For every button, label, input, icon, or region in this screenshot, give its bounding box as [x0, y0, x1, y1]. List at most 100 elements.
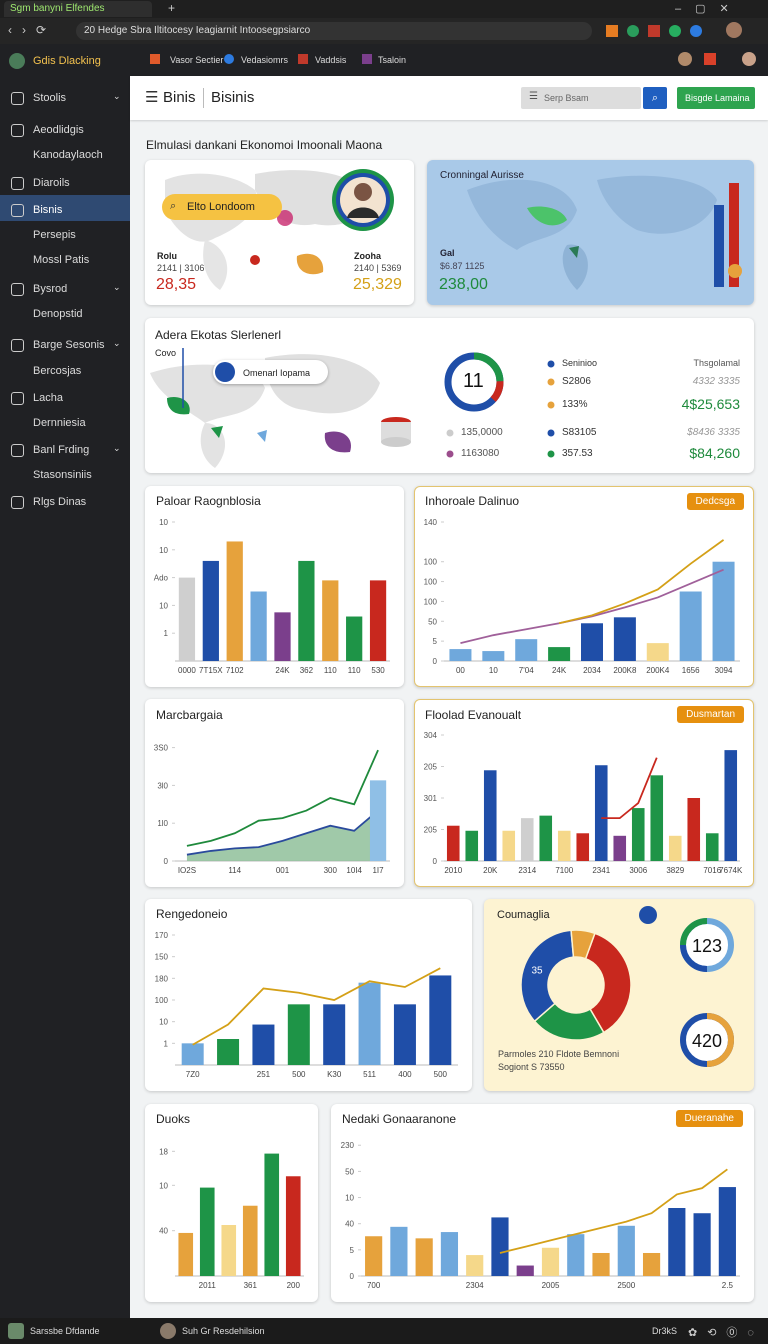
stat: 4$25,653 — [681, 396, 740, 412]
pill-text: Elto Londoom — [187, 201, 255, 213]
nav-icon — [11, 124, 24, 137]
nav-item[interactable]: Aeodlidgis — [33, 124, 84, 136]
chart-title: Duoks — [156, 1112, 191, 1126]
taskbar-item[interactable]: Sarssbe Dfdande — [30, 1326, 100, 1336]
map-label: Covo — [155, 348, 177, 358]
nav-item[interactable]: Lacha — [33, 392, 63, 404]
nav-item[interactable]: Persepis — [33, 229, 76, 241]
column-title: Thsgolamal — [693, 358, 740, 368]
header-title: Binis — [163, 89, 196, 106]
annotation: Parmoles 210 Fldote Bemnoni — [498, 1049, 620, 1059]
bookmark[interactable]: Vedasiomrs — [241, 55, 289, 65]
nav-item[interactable]: Kanodaylaoch — [33, 149, 103, 161]
map — [165, 169, 394, 290]
nav-chevron[interactable]: ⌄ — [113, 443, 121, 453]
chart-card: Floolad Evanoualt Dusmartan — [414, 699, 754, 887]
action-button-label: Bisgde Lamaina — [685, 93, 750, 103]
legend-entry: 133% — [562, 399, 588, 410]
nav-chevron[interactable]: ⌄ — [113, 91, 121, 101]
taskbar-item[interactable]: Suh Gr Resdehilsion — [182, 1326, 265, 1336]
bookmarks-bar: Gdis Dlacking Vasor Sectier Vedasiomrs V… — [0, 44, 768, 76]
bookmark[interactable]: Tsaloin — [378, 55, 407, 65]
stat: 4332 3335 — [692, 376, 740, 387]
stat-value: 28,35 — [156, 276, 197, 293]
chart-title: Rengedoneio — [156, 907, 228, 921]
search-field[interactable] — [521, 87, 641, 109]
nav-item[interactable]: Bysrod — [33, 283, 68, 295]
donut-label: 11 — [463, 370, 484, 392]
nav-icon — [11, 92, 24, 105]
chart-card: Coumaglia Parmoles 210 Fldote Bemnoni So… — [484, 899, 754, 1091]
header: ☰ Binis Bisinis ☰ Serp Bsam ⌕ Bisgde Lam… — [130, 76, 768, 120]
address-bar: ‹›⟳ 20 Hedge Sbra Iltitocesy Ieagiarnit … — [0, 18, 768, 44]
nav-item[interactable]: Denopstid — [33, 308, 83, 320]
location-pill[interactable] — [162, 194, 282, 220]
chart-title: Marcbargaia — [156, 708, 223, 722]
taskbar-item[interactable]: Dr3kS — [652, 1326, 678, 1336]
legend-entry: 1163080 — [461, 448, 500, 459]
map-card: Cronningal Aurisse Gal $6.87 1125 238,00 — [427, 160, 754, 305]
nav-item[interactable]: Dernniesia — [33, 417, 86, 429]
stat-sub: 2141 | 3106 — [157, 263, 205, 273]
legend-entry: Seninioo — [562, 358, 598, 368]
chart-card: Paloar Raognblosia — [145, 486, 404, 687]
stat-label: Gal — [440, 248, 455, 258]
nav-item[interactable]: Bercosjas — [33, 365, 82, 377]
stat-label: Zooha — [354, 251, 381, 261]
legend-entry: S83105 — [562, 427, 597, 438]
search-placeholder: Serp Bsam — [544, 93, 589, 103]
stat-sub: $6.87 1125 — [440, 261, 485, 271]
nav-icon — [11, 496, 24, 509]
profile[interactable] — [726, 22, 742, 38]
nav-chevron[interactable]: ⌄ — [113, 338, 121, 348]
nav-item[interactable]: Stoolis — [33, 92, 67, 104]
nav-item[interactable]: Barge Sesonis — [33, 339, 105, 351]
bookmark[interactable]: Vasor Sectier — [170, 55, 224, 65]
page-title: Elmulasi dankani Ekonomoi Imoonali Maona — [146, 138, 383, 152]
chart-button[interactable]: Dedcsga — [686, 493, 744, 510]
chart-card: Marcbargaia — [145, 699, 404, 887]
tooltip-text: Omenarl Iopama — [243, 368, 311, 378]
nav-item[interactable]: Stasonsiniis — [33, 469, 92, 481]
nav-item[interactable]: Diaroils — [33, 177, 70, 189]
stat-value: 25,329 — [353, 276, 402, 293]
legend-entry: 357.53 — [562, 448, 593, 459]
nav-icon — [11, 204, 24, 217]
nav-icon — [11, 392, 24, 405]
url-text: 20 Hedge Sbra Iltitocesy Ieagiarnit Into… — [84, 25, 311, 36]
chart-button[interactable]: Dusmartan — [677, 706, 744, 723]
action-button[interactable] — [677, 87, 755, 109]
nav-icon — [11, 444, 24, 457]
menu-icon[interactable]: ☰ — [145, 89, 159, 106]
chart-button[interactable]: Dueranahe — [675, 1110, 743, 1127]
nav-icon — [11, 283, 24, 296]
extensions[interactable] — [606, 24, 726, 38]
bookmark[interactable]: Vaddsis — [315, 55, 347, 65]
nav-item[interactable]: Banl Frding — [33, 444, 90, 456]
legend-entry: 135,0000 — [461, 427, 503, 438]
card-title: Cronningal Aurisse — [440, 170, 524, 181]
chart-card: Duoks — [145, 1104, 318, 1302]
chart-card: Rengedoneio — [145, 899, 472, 1091]
window-controls[interactable]: –▢✕ — [675, 3, 743, 15]
nav-buttons[interactable]: ‹›⟳ — [8, 23, 57, 37]
legend-entry: S2806 — [562, 376, 591, 387]
new-tab[interactable]: + — [168, 1, 176, 15]
nav-item[interactable]: Mossl Patis — [33, 254, 90, 266]
tab-bar: Sgm banyni Elfendes + –▢✕ — [0, 0, 768, 18]
tray-icons[interactable]: ✿⟲⓪◌ — [688, 1327, 764, 1339]
brand[interactable]: Gdis Dlacking — [33, 55, 101, 67]
search-button[interactable]: ⌕ — [643, 87, 667, 109]
nav-item[interactable]: Bisnis — [33, 204, 63, 216]
tab-title[interactable]: Sgm banyni Elfendes — [10, 3, 105, 14]
nav-chevron[interactable]: ⌄ — [113, 282, 121, 292]
header-subtitle: Bisinis — [211, 89, 255, 106]
nav-item[interactable]: Rlgs Dinas — [33, 496, 87, 508]
chart-title: Inhoroale Dalinuo — [425, 494, 520, 508]
url-field[interactable] — [76, 22, 592, 40]
chart-title: Nedaki Gonaaranone — [342, 1112, 457, 1126]
stat: $84,260 — [689, 445, 740, 461]
chart-card: Nedaki Gonaaranone Dueranahe — [331, 1104, 754, 1302]
chart-title: Floolad Evanoualt — [425, 708, 522, 722]
